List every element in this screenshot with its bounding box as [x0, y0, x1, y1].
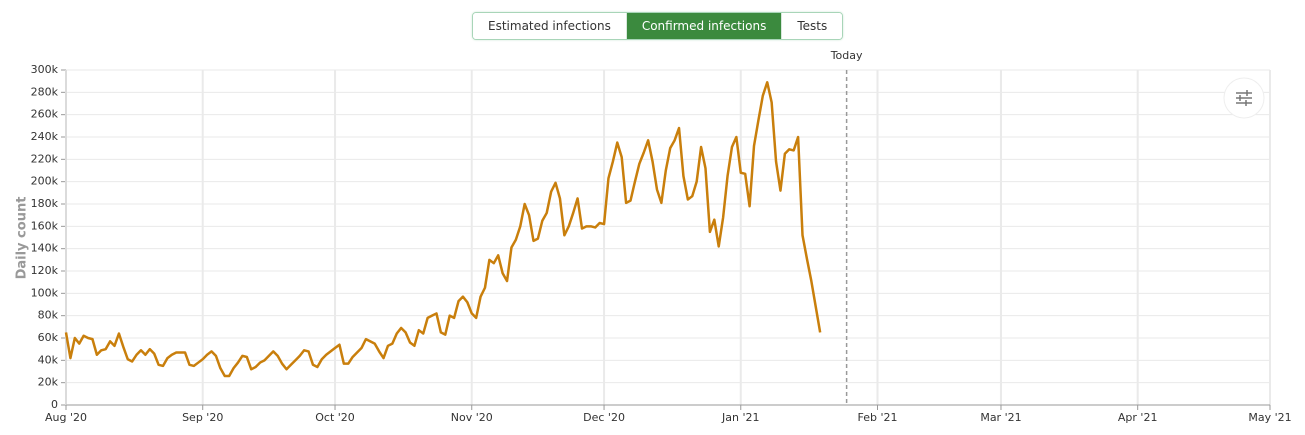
- y-tick-label: 220k: [31, 152, 59, 165]
- y-tick-label: 100k: [31, 286, 59, 299]
- y-tick-label: 300k: [31, 63, 59, 76]
- settings-button[interactable]: [1223, 77, 1265, 119]
- x-tick-label: Oct '20: [315, 411, 355, 424]
- x-tick-label: Dec '20: [583, 411, 625, 424]
- y-axis-label: Daily count: [15, 197, 30, 280]
- x-tick-label: Apr '21: [1118, 411, 1158, 424]
- y-tick-label: 0: [51, 398, 58, 411]
- x-tick-label: May '21: [1248, 411, 1291, 424]
- today-label: Today: [830, 49, 863, 62]
- y-tick-label: 120k: [31, 264, 59, 277]
- x-tick-label: Feb '21: [857, 411, 897, 424]
- plot: 0 20k 40k 60k 80k 100k 120k 140k 160k 180k 200k 220…: [31, 49, 1292, 424]
- y-tick-label: 260k: [31, 108, 59, 121]
- y-tick-label: 20k: [38, 376, 59, 389]
- tab[interactable]: Confirmed infections: [625, 13, 782, 39]
- y-tick-label: 60k: [38, 331, 59, 344]
- y-tick-label: 240k: [31, 130, 59, 143]
- x-tick-label: Sep '20: [182, 411, 223, 424]
- y-tick-label: 160k: [31, 219, 59, 232]
- tab-group: Estimated infections Confirmed infections…: [472, 12, 844, 40]
- x-tick-label: Mar '21: [980, 411, 1021, 424]
- tab[interactable]: Estimated infections: [473, 13, 626, 39]
- data-line: [64, 81, 822, 378]
- y-tick-label: 200k: [31, 175, 59, 188]
- x-tick-label: Jan '21: [721, 411, 759, 424]
- tab[interactable]: Tests: [781, 13, 843, 39]
- y-tick-label: 180k: [31, 197, 59, 210]
- y-tick-label: 280k: [31, 85, 59, 98]
- x-tick-label: Nov '20: [451, 411, 493, 424]
- y-tick-label: 140k: [31, 242, 59, 255]
- y-tick-label: 40k: [38, 353, 59, 366]
- x-tick-label: Aug '20: [45, 411, 87, 424]
- y-tick-label: 80k: [38, 309, 59, 322]
